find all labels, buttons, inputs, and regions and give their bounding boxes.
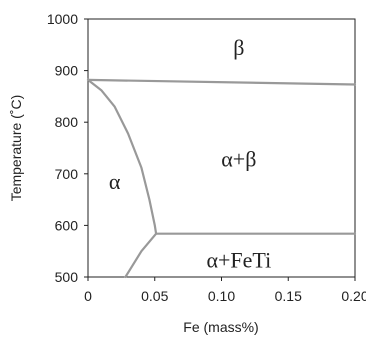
- boundary-beta-transus: [86, 78, 357, 86]
- x-tick-label: 0.20: [341, 288, 366, 304]
- y-tick-label: 500: [55, 269, 79, 285]
- boundary-alpha-solvus: [86, 78, 158, 235]
- x-axis-title: Fe (mass%): [183, 319, 258, 335]
- y-tick-label: 800: [55, 114, 79, 130]
- y-axis-ticks: 500 600 700 800 900 1000: [47, 11, 88, 285]
- region-label-alpha-feti: α+FeTi: [206, 248, 271, 273]
- y-tick-label: 1000: [47, 11, 78, 27]
- x-tick-label: 0.05: [141, 288, 168, 304]
- region-label-alpha: α: [109, 169, 121, 194]
- region-label-alpha-beta: α+β: [221, 146, 256, 171]
- phase-boundaries: [86, 78, 357, 279]
- phase-region-labels: β α+β α α+FeTi: [109, 35, 271, 273]
- x-axis-ticks: 0 0.05 0.10 0.15 0.20: [84, 277, 366, 304]
- boundary-fe-ti-solvus: [124, 232, 158, 279]
- y-axis-title: Temperature (˚C): [8, 95, 24, 202]
- x-tick-label: 0.10: [208, 288, 235, 304]
- y-tick-label: 600: [55, 217, 79, 233]
- x-tick-label: 0.15: [275, 288, 302, 304]
- y-tick-label: 700: [55, 166, 79, 182]
- x-tick-label: 0: [84, 288, 92, 304]
- y-tick-label: 900: [55, 63, 79, 79]
- region-label-beta: β: [233, 35, 244, 60]
